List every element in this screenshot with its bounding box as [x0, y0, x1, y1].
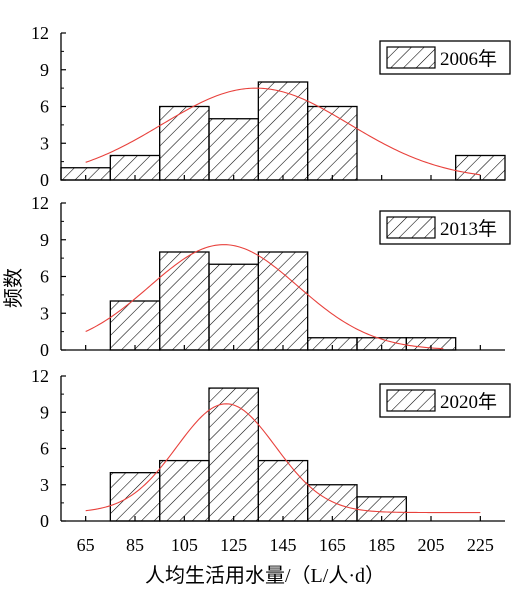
bar-145 [257, 81, 309, 181]
fit-curve [85, 87, 481, 176]
y-tick-label: 3 [40, 303, 49, 323]
fit-curve [85, 403, 481, 514]
y-tick-label: 0 [40, 170, 49, 190]
legend-swatch [386, 46, 436, 69]
legend-label: 2013年 [440, 218, 497, 240]
y-tick-label: 0 [40, 340, 49, 360]
x-tick-label: 65 [77, 535, 95, 555]
x-tick-label: 85 [126, 535, 144, 555]
panel-0: 0 3 6 9 12 2006年 [31, 23, 511, 190]
bar-125 [208, 118, 259, 181]
y-tick-label: 6 [40, 439, 49, 459]
y-tick-label: 9 [40, 60, 49, 80]
y-tick-label: 12 [31, 23, 49, 43]
bar-85 [109, 300, 161, 351]
x-tick-label: 145 [270, 535, 297, 555]
panel-1: 0 3 6 9 12 2013年 [31, 193, 511, 360]
bar-125 [208, 387, 259, 522]
x-axis-label: 人均生活用水量/（L/人·d） [145, 564, 385, 587]
bar-85 [109, 472, 161, 522]
y-tick-label: 6 [40, 267, 49, 287]
y-tick-label: 6 [40, 97, 49, 117]
bar-105 [159, 459, 210, 522]
bar-165 [307, 105, 358, 181]
panel-2: 0 3 6 9 12 2020年 [31, 366, 511, 531]
x-tick-label: 225 [467, 535, 494, 555]
x-tick-label: 125 [220, 535, 247, 555]
bar-145 [257, 459, 309, 522]
bar-165 [307, 484, 358, 522]
x-tick-labels: 65 85 105 125 145 165 185 205 225 [77, 535, 494, 555]
y-axis-label: 频数 [2, 268, 25, 308]
x-tick-label: 105 [171, 535, 198, 555]
y-tick-label: 3 [40, 133, 49, 153]
y-tick-label: 9 [40, 230, 49, 250]
bar-105 [159, 105, 210, 181]
fit-curve [85, 244, 444, 350]
bar-105 [159, 251, 210, 351]
x-tick-label: 185 [368, 535, 395, 555]
legend-swatch [386, 216, 436, 239]
x-tick-label: 205 [418, 535, 445, 555]
y-tick-label: 12 [31, 193, 49, 213]
x-tick-label: 165 [319, 535, 346, 555]
y-tick-label: 3 [40, 475, 49, 495]
legend-swatch [386, 389, 436, 412]
y-tick-label: 0 [40, 511, 49, 531]
y-tick-label: 9 [40, 402, 49, 422]
legend-label: 2020年 [440, 391, 497, 413]
bar-125 [208, 263, 259, 351]
legend-label: 2006年 [440, 48, 497, 70]
y-tick-label: 12 [31, 366, 49, 386]
bar-145 [257, 251, 309, 351]
